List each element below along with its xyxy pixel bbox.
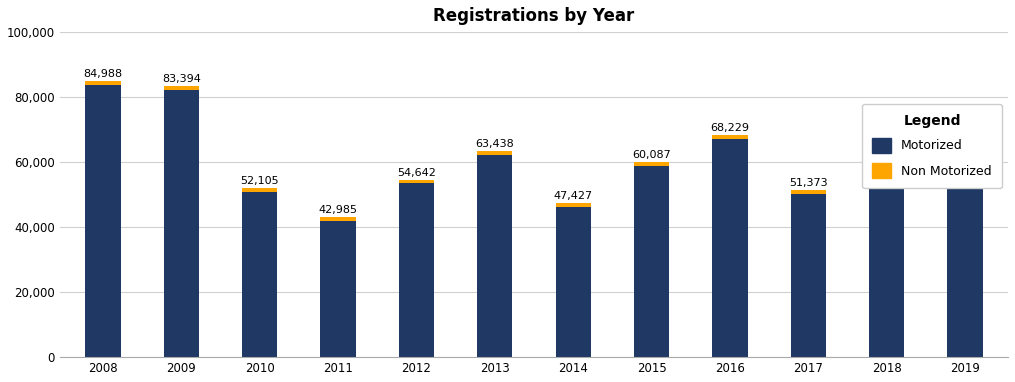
Bar — [163, 90, 199, 357]
Text: 68,229: 68,229 — [710, 123, 749, 133]
Text: 51,373: 51,373 — [789, 178, 827, 188]
Text: 63,063: 63,063 — [868, 140, 905, 150]
Bar — [85, 85, 121, 357]
Bar — [634, 166, 669, 357]
Title: Registrations by Year: Registrations by Year — [433, 7, 634, 25]
Bar — [713, 139, 747, 357]
Bar — [243, 188, 277, 192]
Text: 63,438: 63,438 — [475, 139, 515, 149]
Text: 72,480: 72,480 — [945, 110, 985, 120]
Bar — [321, 217, 355, 221]
Bar — [477, 155, 513, 357]
Bar — [555, 203, 591, 207]
Bar — [555, 207, 591, 357]
Bar — [791, 190, 826, 194]
Bar — [477, 151, 513, 155]
Text: 42,985: 42,985 — [319, 206, 357, 215]
Legend: Motorized, Non Motorized: Motorized, Non Motorized — [863, 104, 1002, 188]
Text: 52,105: 52,105 — [241, 176, 279, 186]
Text: 47,427: 47,427 — [553, 191, 593, 201]
Bar — [947, 121, 983, 125]
Text: 60,087: 60,087 — [632, 150, 671, 160]
Bar — [869, 156, 904, 357]
Bar — [321, 221, 355, 357]
Bar — [634, 162, 669, 166]
Text: 83,394: 83,394 — [162, 74, 201, 84]
Bar — [947, 125, 983, 357]
Bar — [791, 194, 826, 357]
Bar — [713, 135, 747, 139]
Text: 54,642: 54,642 — [397, 168, 435, 178]
Bar — [399, 180, 434, 183]
Bar — [85, 81, 121, 85]
Bar — [243, 192, 277, 357]
Bar — [399, 183, 434, 357]
Bar — [869, 152, 904, 156]
Bar — [163, 86, 199, 90]
Text: 84,988: 84,988 — [83, 69, 123, 79]
